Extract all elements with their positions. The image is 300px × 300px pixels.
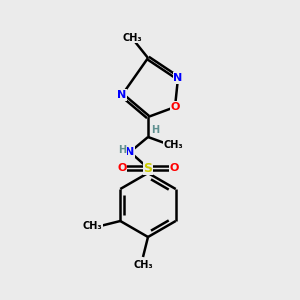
Text: CH₃: CH₃: [163, 140, 183, 150]
Text: N: N: [173, 73, 183, 83]
Text: N: N: [125, 147, 135, 157]
Text: H: H: [151, 125, 159, 135]
Text: CH₃: CH₃: [122, 33, 142, 43]
Text: O: O: [169, 163, 179, 173]
Text: S: S: [143, 161, 152, 175]
Text: H: H: [118, 145, 126, 155]
Text: O: O: [117, 163, 127, 173]
Text: O: O: [170, 102, 180, 112]
Text: CH₃: CH₃: [82, 221, 102, 231]
Text: CH₃: CH₃: [133, 260, 153, 270]
Text: N: N: [117, 90, 127, 100]
